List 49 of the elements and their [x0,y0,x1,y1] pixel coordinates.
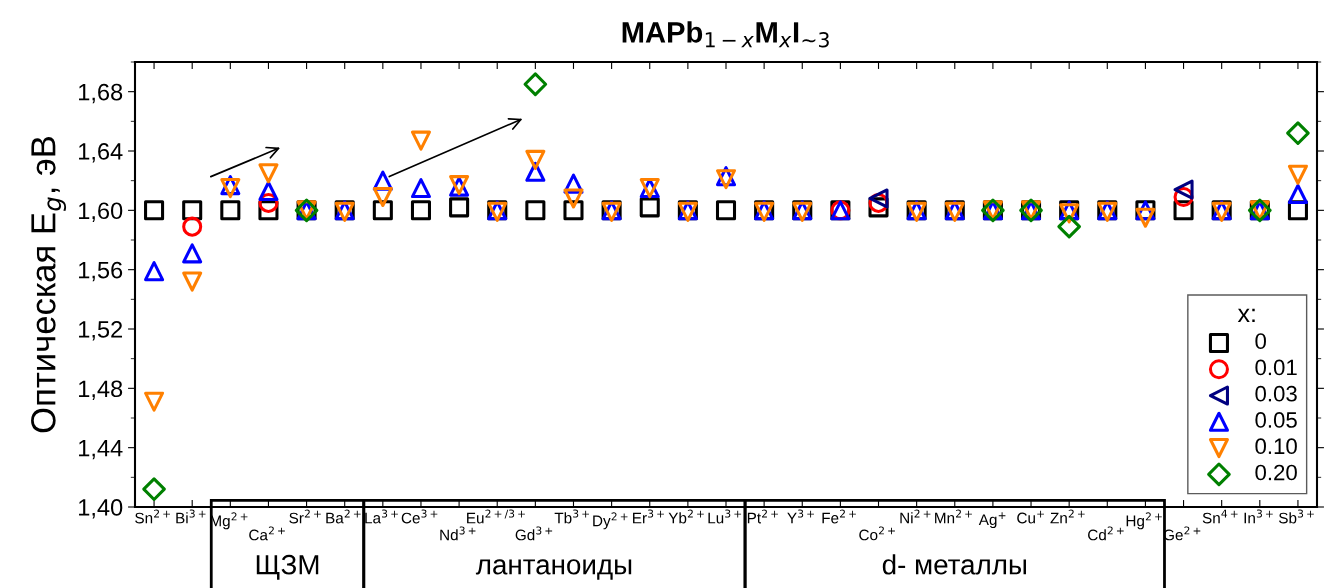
legend-label: 0.03 [1255,385,1297,402]
x-tick-label: Ba$^{2+}$ [326,509,361,524]
x-tick-label: Nd$^{3+}$ [440,526,476,541]
y-tick-label: 1,40 [79,499,123,519]
x-tick-label: Ce$^{3+}$ [401,509,438,524]
x-tick-label: Gd$^{3+}$ [515,526,553,541]
legend-label: 0 [1255,333,1266,350]
x-tick-label: Sb$^{3+}$ [1279,509,1314,524]
x-tick-label: Fe$^{2+}$ [822,509,856,524]
x-tick-label: Mn$^{2+}$ [935,509,972,524]
x-tick-label: Co$^{2+}$ [859,526,895,541]
x-tick-label: Cu$^{+}$ [1017,510,1044,524]
x-tick-label: Cd$^{2+}$ [1088,526,1124,541]
y-tick-label: 1,56 [79,261,123,282]
x-tick-label: La$^{3+}$ [365,509,398,524]
x-tick-label: In$^{3+}$ [1244,509,1273,524]
x-tick-label: Eu$^{2+/3+}$ [467,509,525,524]
x-tick-label: Bi$^{3+}$ [176,509,206,524]
legend-title: x: [1237,308,1255,322]
x-tick-label: Sr$^{2+}$ [289,509,321,524]
text: d- металлы [882,554,1026,575]
x-tick-label: Lu$^{3+}$ [708,509,742,524]
y-tick-label: 1,64 [79,143,123,163]
y-tick-label: 1,52 [79,321,123,341]
x-tick-label: Er$^{3+}$ [633,509,664,524]
y-tick-label: 1,60 [79,202,123,222]
legend-label: 0.01 [1255,359,1297,376]
x-tick-label: Yb$^{2+}$ [668,509,704,524]
y-tick-label: 1,44 [79,439,123,460]
legend-label: 0.20 [1255,464,1297,481]
text: ЩЗМ [256,554,319,580]
x-tick-label: Pt$^{2+}$ [747,509,778,524]
x-tick-label: Ni$^{2+}$ [900,509,931,524]
x-tick-label: Sn$^{4+}$ [1202,509,1238,524]
x-tick-label: Hg$^{2+}$ [1126,512,1162,530]
x-tick-label: Tb$^{3+}$ [554,509,589,524]
legend-label: 0.05 [1255,412,1297,428]
x-tick-label: Zn$^{2+}$ [1050,509,1085,524]
y-tick-label: 1,68 [79,83,123,104]
x-tick-label: Dy$^{2+}$ [593,512,628,530]
y-tick-label: 1,48 [79,380,123,400]
x-tick-label: Ag$^{+}$ [978,512,1006,529]
chart-title: MAPb$_{1−x}$M$_{x}$I$_{∼3}$ [622,21,829,48]
legend-label: 0.10 [1255,438,1297,455]
x-tick-label: Y$^{3+}$ [787,509,814,524]
y-axis-title: Оптическая E$_{g}$, эВ [31,136,67,433]
x-tick-label: Ca$^{2+}$ [249,526,285,541]
text: лантаноиды [475,559,632,580]
x-tick-label: Sn$^{2+}$ [135,509,170,524]
